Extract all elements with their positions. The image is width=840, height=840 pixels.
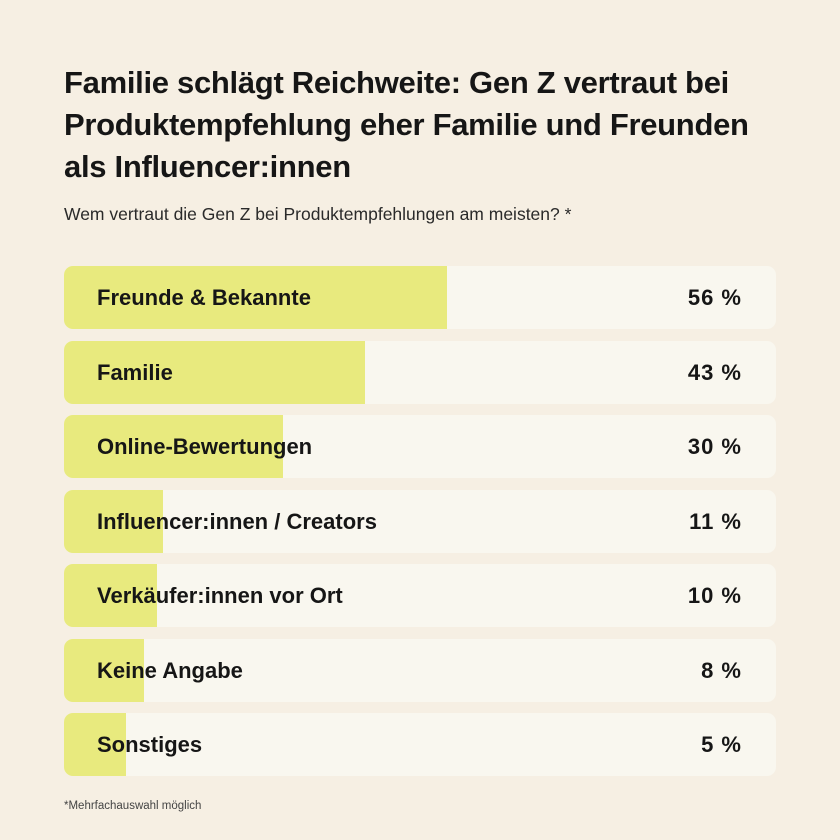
bar-label: Influencer:innen / Creators — [97, 508, 377, 534]
bar-label: Familie — [97, 359, 173, 385]
bar-value-label: 30 % — [687, 434, 742, 459]
bar-label: Online-Bewertungen — [97, 434, 313, 459]
footnote: *Mehrfachauswahl möglich — [64, 800, 202, 812]
bar-row: Influencer:innen / Creators 11 % — [64, 489, 776, 553]
bar-label: Sonstiges — [97, 732, 203, 757]
bar-row: Freunde & Bekannte 56 % — [64, 266, 776, 329]
bar-row: Familie 43 % — [64, 340, 776, 404]
bar-value-label: 5 % — [701, 732, 742, 757]
bar-value-label: 11 % — [689, 508, 742, 534]
bar — [64, 638, 145, 702]
bar-value-label: 8 % — [701, 657, 742, 683]
chart-title: Familie schlägt Reichweite: Gen Z vertra… — [64, 65, 749, 184]
chart-subtitle: Wem vertraut die Gen Z bei Produktempfeh… — [64, 204, 572, 224]
bar-value-label: 43 % — [687, 359, 742, 385]
bar — [64, 266, 447, 329]
bar — [64, 415, 283, 478]
bar-row: Keine Angabe 8 % — [64, 638, 776, 702]
bar-list: Freunde & Bekannte 56 % Familie 43 % Online-… — [64, 266, 776, 788]
bar-label: Verkäufer:innen vor Ort — [97, 583, 343, 608]
bar-row: Verkäufer:innen vor Ort 10 % — [64, 564, 776, 627]
bar-row: Online-Bewertungen 30 % — [64, 415, 776, 478]
bar — [64, 564, 157, 627]
bar-label: Freunde & Bekannte — [97, 285, 311, 310]
bar — [64, 489, 164, 553]
bar-label: Keine Angabe — [97, 657, 243, 683]
bar — [64, 340, 365, 404]
bar — [64, 713, 126, 776]
bar-value-label: 10 % — [687, 583, 742, 608]
bar-row: Sonstiges 5 % — [64, 713, 776, 776]
bar-value-label: 56 % — [687, 285, 742, 310]
